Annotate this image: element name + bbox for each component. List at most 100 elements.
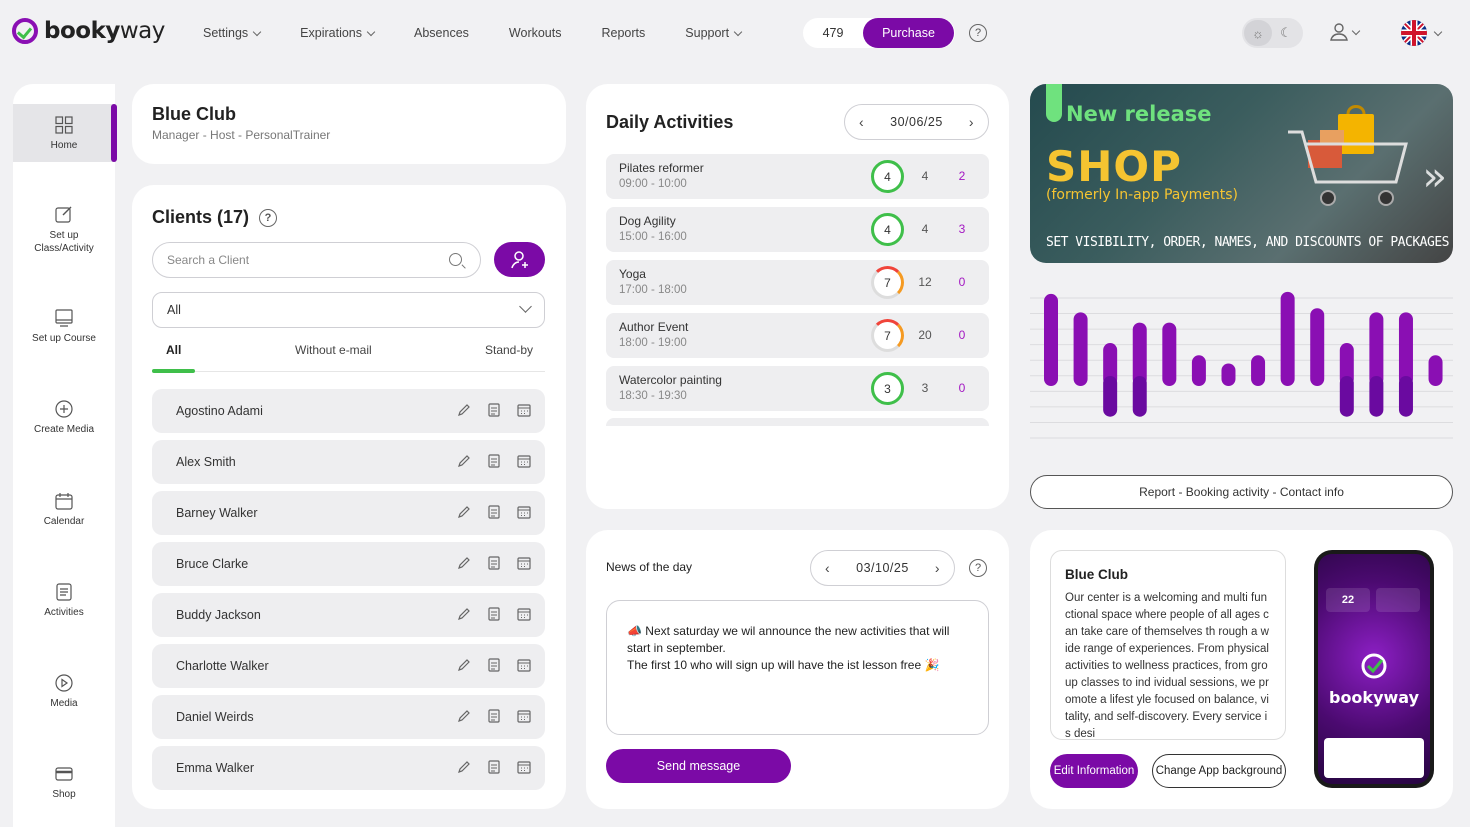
purchase-button[interactable]: Purchase: [863, 18, 954, 48]
chart-bar[interactable]: [1221, 363, 1236, 386]
calendar-icon[interactable]: [517, 454, 531, 468]
sidebar-item-calendar[interactable]: Calendar: [13, 492, 115, 527]
sidebar-item-activities[interactable]: Activities: [13, 583, 115, 618]
chart-bar[interactable]: [1428, 355, 1443, 386]
document-icon[interactable]: [487, 607, 501, 621]
client-row[interactable]: Daniel Weirds: [152, 695, 545, 739]
nav-workouts[interactable]: Workouts: [508, 26, 562, 40]
pencil-icon[interactable]: [457, 556, 471, 570]
pencil-icon[interactable]: [457, 403, 471, 417]
calendar-icon[interactable]: [517, 505, 531, 519]
nav-support[interactable]: Support: [685, 26, 743, 40]
activity-row[interactable]: Pilates reformer 09:00 - 10:00 4 4 2: [606, 154, 989, 199]
moon-icon[interactable]: ☾: [1280, 25, 1292, 40]
client-row[interactable]: Agostino Adami: [152, 389, 545, 433]
search-icon[interactable]: [449, 253, 462, 266]
activity-row[interactable]: Author Event 18:00 - 19:00 7 20 0: [606, 313, 989, 358]
send-message-button[interactable]: Send message: [606, 749, 791, 783]
calendar-icon[interactable]: [517, 403, 531, 417]
language-selector[interactable]: [1401, 20, 1443, 46]
chart-bar[interactable]: [1191, 355, 1206, 386]
daily-date[interactable]: 30/06/25: [890, 115, 943, 129]
chart-bar[interactable]: [1398, 312, 1413, 386]
chevron-right-icon[interactable]: ›: [968, 114, 974, 130]
nav-settings[interactable]: Settings: [203, 26, 262, 40]
help-icon[interactable]: ?: [969, 24, 987, 42]
document-icon[interactable]: [487, 658, 501, 672]
sidebar-item-setup-class[interactable]: Set up Class/Activity: [13, 205, 115, 255]
nav-reports[interactable]: Reports: [601, 26, 646, 40]
sidebar-item-home[interactable]: Home: [13, 104, 117, 162]
client-row[interactable]: Barney Walker: [152, 491, 545, 535]
news-message-input[interactable]: 📣 Next saturday we wil announce the new …: [606, 600, 989, 735]
chart-bar[interactable]: [1162, 322, 1177, 386]
sidebar-item-create-media[interactable]: Create Media: [13, 400, 115, 435]
sun-icon[interactable]: ☼: [1244, 20, 1272, 46]
chart-bar[interactable]: [1132, 322, 1147, 386]
sidebar-item-media[interactable]: Media: [13, 674, 115, 709]
sidebar-item-shop[interactable]: Shop: [13, 765, 115, 800]
chart-bar-secondary[interactable]: [1369, 376, 1384, 417]
help-icon[interactable]: ?: [259, 208, 278, 227]
pencil-icon[interactable]: [457, 454, 471, 468]
calendar-icon[interactable]: [517, 709, 531, 723]
user-menu[interactable]: [1329, 22, 1361, 42]
help-icon[interactable]: ?: [969, 559, 987, 577]
document-icon[interactable]: [487, 454, 501, 468]
client-row[interactable]: Alex Smith: [152, 440, 545, 484]
brand-logo[interactable]: bookyway: [12, 18, 165, 44]
nav-absences[interactable]: Absences: [414, 26, 469, 40]
pencil-icon[interactable]: [457, 505, 471, 519]
client-filter-select[interactable]: All: [152, 292, 545, 328]
calendar-icon[interactable]: [517, 760, 531, 774]
document-icon[interactable]: [487, 403, 501, 417]
chart-bar[interactable]: [1339, 343, 1354, 386]
client-row[interactable]: Charlotte Walker: [152, 644, 545, 688]
nav-expirations[interactable]: Expirations: [300, 26, 376, 40]
chevron-right-icon[interactable]: ›: [934, 560, 940, 576]
tab-stand-by[interactable]: Stand-by: [485, 343, 534, 357]
client-row[interactable]: Emma Walker: [152, 746, 545, 790]
client-search-input[interactable]: Search a Client: [152, 242, 481, 278]
chart-bar[interactable]: [1073, 312, 1088, 386]
document-icon[interactable]: [487, 505, 501, 519]
activity-row[interactable]: Dog Agility 15:00 - 16:00 4 4 3: [606, 207, 989, 252]
chart-bar-secondary[interactable]: [1103, 376, 1118, 417]
chart-bar-secondary[interactable]: [1132, 376, 1147, 417]
sidebar-item-setup-course[interactable]: Set up Course: [13, 309, 115, 344]
theme-toggle[interactable]: ☼ ☾: [1242, 18, 1303, 48]
chevron-left-icon[interactable]: ‹: [859, 114, 865, 130]
tab-all[interactable]: All: [166, 343, 182, 357]
pencil-icon[interactable]: [457, 760, 471, 774]
chart-bar-secondary[interactable]: [1339, 376, 1354, 417]
calendar-icon[interactable]: [517, 658, 531, 672]
change-background-button[interactable]: Change App background: [1152, 754, 1286, 788]
calendar-icon[interactable]: [517, 607, 531, 621]
chart-bar[interactable]: [1103, 343, 1118, 386]
chart-bar[interactable]: [1251, 355, 1266, 386]
tab-without-email[interactable]: Without e-mail: [295, 343, 372, 357]
document-icon[interactable]: [487, 760, 501, 774]
pencil-icon[interactable]: [457, 607, 471, 621]
calendar-icon[interactable]: [517, 556, 531, 570]
chevron-right-icon[interactable]: »: [1422, 154, 1447, 200]
chart-bar[interactable]: [1310, 308, 1325, 386]
activity-row[interactable]: Watercolor painting 18:30 - 19:30 3 3 0: [606, 366, 989, 411]
edit-information-button[interactable]: Edit Information: [1050, 754, 1138, 788]
chart-bar[interactable]: [1280, 291, 1295, 386]
shop-release-banner[interactable]: New release SHOP (formerly In-app Paymen…: [1030, 84, 1453, 263]
chart-bar[interactable]: [1044, 293, 1058, 386]
document-icon[interactable]: [487, 556, 501, 570]
client-row[interactable]: Buddy Jackson: [152, 593, 545, 637]
news-date[interactable]: 03/10/25: [856, 561, 909, 575]
client-row[interactable]: Bruce Clarke: [152, 542, 545, 586]
chart-bar[interactable]: [1369, 312, 1384, 386]
report-button[interactable]: Report - Booking activity - Contact info: [1030, 475, 1453, 509]
activity-row[interactable]: Yoga 17:00 - 18:00 7 12 0: [606, 260, 989, 305]
add-client-button[interactable]: [494, 242, 545, 277]
document-icon[interactable]: [487, 709, 501, 723]
pencil-icon[interactable]: [457, 709, 471, 723]
pencil-icon[interactable]: [457, 658, 471, 672]
chevron-left-icon[interactable]: ‹: [825, 560, 831, 576]
chart-bar-secondary[interactable]: [1398, 376, 1413, 417]
